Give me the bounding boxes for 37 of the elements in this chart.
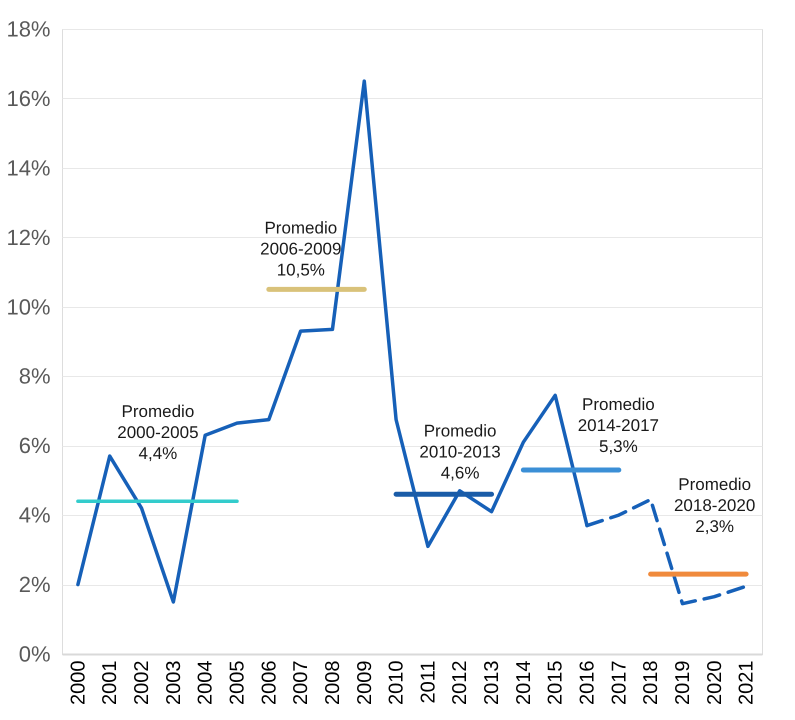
y-tick-label: 14% xyxy=(6,155,50,180)
text: Promedio 2000-2005 4,4% xyxy=(117,402,199,464)
x-tick-label: 2021 xyxy=(736,660,758,705)
series-label: Promedio 2006-2009 10,5% xyxy=(260,218,342,280)
x-tick-label: 2017 xyxy=(608,660,630,705)
y-tick-label: 4% xyxy=(18,502,50,528)
y-tick-label: 0% xyxy=(18,642,50,666)
x-tick-label: 2014 xyxy=(512,660,535,705)
x-tick-label: 2002 xyxy=(131,660,154,705)
x-tick-label: 2013 xyxy=(481,660,504,705)
x-tick-label: 2004 xyxy=(194,660,217,705)
x-tick-label: 2009 xyxy=(354,660,376,705)
x-tick-label: 2020 xyxy=(704,660,726,705)
y-tick-label: 8% xyxy=(18,364,50,389)
x-tick-label: 2007 xyxy=(290,660,312,705)
series-label: Promedio 2010-2013 4,6% xyxy=(419,421,501,482)
y-tick-label: 18% xyxy=(6,16,50,42)
x-tick-label: 2012 xyxy=(449,660,472,705)
x-tick-label: 2011 xyxy=(417,660,440,704)
x-tick-label: 2005 xyxy=(226,660,248,705)
series-label: Promedio 2014-2017 5,3% xyxy=(578,394,660,456)
text: Promedio 2018-2020 2,3% xyxy=(674,475,756,536)
x-tick-label: 2001 xyxy=(99,660,122,705)
x-tick-label: 2003 xyxy=(162,660,185,705)
x-tick-label: 2015 xyxy=(544,660,567,705)
y-tick-label: 6% xyxy=(18,433,50,458)
y-tick-label: 10% xyxy=(6,294,50,320)
x-tick-label: 2000 xyxy=(67,660,90,705)
x-tick-label: 2018 xyxy=(640,660,662,705)
y-tick-label: 16% xyxy=(6,86,50,111)
x-tick-label: 2006 xyxy=(258,660,280,705)
y-tick-label: 2% xyxy=(18,572,50,598)
y-tick-label: 12% xyxy=(6,224,50,250)
x-tick-label: 2019 xyxy=(672,660,694,705)
x-tick-label: 2008 xyxy=(322,660,344,705)
x-tick-label: 2010 xyxy=(386,660,408,705)
x-tick-label: 2016 xyxy=(576,660,598,705)
